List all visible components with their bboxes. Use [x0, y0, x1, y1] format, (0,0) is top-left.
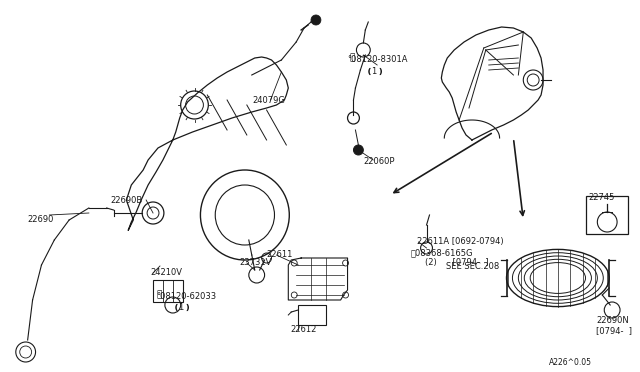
Text: ❪1❫: ❪1❫: [173, 303, 192, 312]
Text: 24079G: 24079G: [253, 96, 285, 105]
Bar: [586, 196, 628, 234]
Circle shape: [311, 15, 321, 25]
Text: [0794-  ]: [0794- ]: [596, 326, 632, 335]
Text: ❪1❫: ❪1❫: [365, 67, 385, 76]
Circle shape: [353, 145, 364, 155]
Text: 22690B: 22690B: [111, 196, 143, 205]
Text: (2)      [0794-  ]: (2) [0794- ]: [424, 258, 488, 267]
Text: 22745: 22745: [588, 193, 615, 202]
Bar: [153, 280, 182, 302]
Text: Ⓑ: Ⓑ: [156, 290, 161, 299]
Text: 22612: 22612: [291, 325, 317, 334]
Text: A226^0.05: A226^0.05: [549, 358, 592, 367]
Text: 23731V: 23731V: [239, 258, 271, 267]
Text: 22611: 22611: [267, 250, 293, 259]
Text: Ⓑ: Ⓑ: [349, 53, 355, 62]
Text: 22690N: 22690N: [596, 316, 629, 325]
Text: °08120-62033: °08120-62033: [156, 292, 216, 301]
Bar: [298, 305, 326, 325]
Text: 24210V: 24210V: [150, 268, 182, 277]
Text: 22060P: 22060P: [364, 157, 395, 166]
Text: Ⓝ08368-6165G: Ⓝ08368-6165G: [411, 248, 473, 257]
Text: SEE SEC.208: SEE SEC.208: [446, 262, 500, 271]
Text: 22611A [0692-0794): 22611A [0692-0794): [417, 237, 503, 246]
Text: 22690: 22690: [28, 215, 54, 224]
Text: °08120-8301A: °08120-8301A: [348, 55, 408, 64]
